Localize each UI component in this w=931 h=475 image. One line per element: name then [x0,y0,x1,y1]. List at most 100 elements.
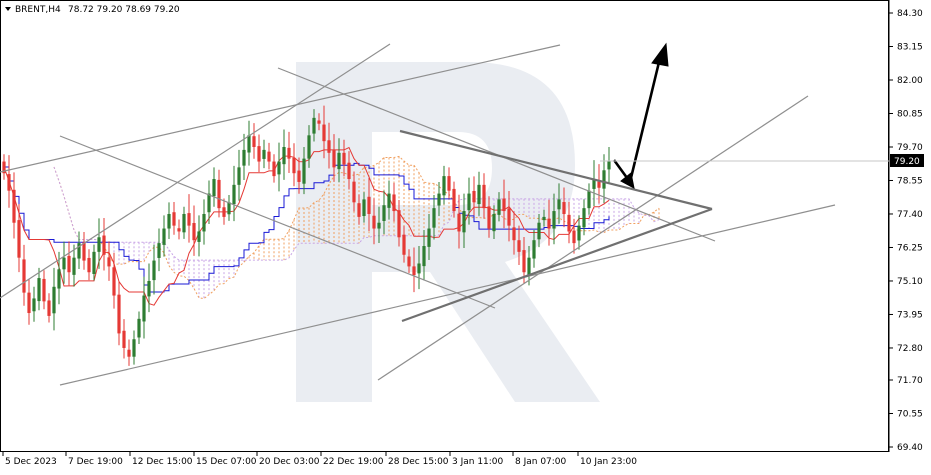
price-tick-label: 77.40 [897,210,923,220]
candle-body [132,339,136,357]
time-tick-label: 15 Dec 07:00 [196,457,257,467]
candle-body [277,161,281,175]
candle-body [187,213,191,226]
candle-body [217,179,221,209]
triangle-down-icon[interactable] [5,7,11,11]
candle-body [222,207,226,217]
candle-body [552,211,556,229]
candle-body [337,152,341,170]
candle-body [357,203,361,217]
candle-body [447,176,451,191]
candle-body [507,208,511,226]
candle-body [382,205,386,221]
time-tick-label: 5 Dec 2023 [5,457,57,467]
candle-body [392,194,396,212]
candle-body [172,212,176,226]
time-tick-label: 3 Jan 11:00 [452,457,504,467]
candle-body [402,234,406,255]
symbol-label: BRENT,H4 [15,5,61,15]
time-axis: 5 Dec 2023 7 Dec 19:00 12 Dec 15:00 15 Dec … [2,452,637,467]
candle-body [162,228,166,245]
price-axis: 84.30 83.15 82.00 80.85 79.70 78.55 77.40 76.25… [889,9,923,453]
candle-body [502,198,506,212]
candle-body [117,294,121,334]
chart-header[interactable]: BRENT,H4 78.72 79.20 78.69 79.20 [5,5,180,15]
ohlc-values: 78.72 79.20 78.69 79.20 [68,5,180,15]
candle-body [192,223,196,241]
lower-support-line [59,204,836,386]
candle-body [7,174,11,191]
candle-body [562,202,566,214]
time-tick-label: 10 Jan 23:00 [580,457,637,467]
candle-body [247,135,251,153]
candle-body [462,211,466,233]
candle-body [592,179,596,189]
candle-body [302,158,306,184]
rising-line-right [377,95,809,381]
candle-body [102,235,106,255]
candle-body [322,124,326,142]
candle-body [122,330,126,348]
candle-body [52,286,56,314]
candle-body [367,196,371,214]
candle-body [467,193,471,211]
candle-body [2,161,6,174]
triangle-upper-line [399,129,713,211]
price-tick-label: 71.70 [897,376,923,386]
time-tick-label: 28 Dec 15:00 [388,457,449,467]
price-tick-label: 80.85 [897,109,923,119]
candle-body [272,161,276,177]
candle-body [422,246,426,267]
candle-body [37,278,41,302]
price-tick-label: 79.70 [897,143,923,153]
candle-body [27,292,31,314]
candle-body [82,242,86,261]
candle-body [97,237,101,252]
candle-body [157,243,161,258]
price-tick-label: 73.95 [897,310,923,320]
candle-body [522,250,526,273]
candle-body [527,257,531,275]
price-tick-label: 70.55 [897,410,923,420]
candle-body [312,117,316,134]
current-price-label: 79.20 [894,157,920,167]
candle-body [482,184,486,209]
candle-body [92,251,96,274]
candle-body [517,240,521,252]
price-tick-label: 76.25 [897,243,923,253]
candle-body [587,190,591,209]
candle-body [557,199,561,210]
watermark-r-logo-icon [296,62,600,402]
candles [2,105,611,366]
candle-body [577,225,581,241]
candle-body [12,189,16,223]
candle-body [77,243,81,259]
forecast-arrow-icon [612,42,669,189]
candle-body [512,227,516,241]
candle-body [22,259,26,293]
time-tick-label: 7 Dec 19:00 [68,457,123,467]
price-tick-label: 72.80 [897,344,923,354]
candle-body [427,228,431,247]
candle-body [417,263,421,274]
candle-body [602,170,606,189]
candle-body [292,157,296,174]
candle-body [107,257,111,267]
time-tick-label: 12 Dec 15:00 [132,457,193,467]
candle-body [352,181,356,203]
candle-body [212,179,216,197]
price-tick-label: 75.10 [897,277,923,287]
candle-body [387,193,391,208]
candle-body [547,218,551,229]
candle-body [242,149,246,166]
candle-body [582,208,586,228]
candle-body [452,188,456,212]
candle-body [137,318,141,338]
candle-body [327,140,331,153]
candle-body [442,176,446,196]
candle-body [262,149,266,159]
senkou-span-a-line [53,155,660,300]
triangle-pattern [399,129,713,323]
